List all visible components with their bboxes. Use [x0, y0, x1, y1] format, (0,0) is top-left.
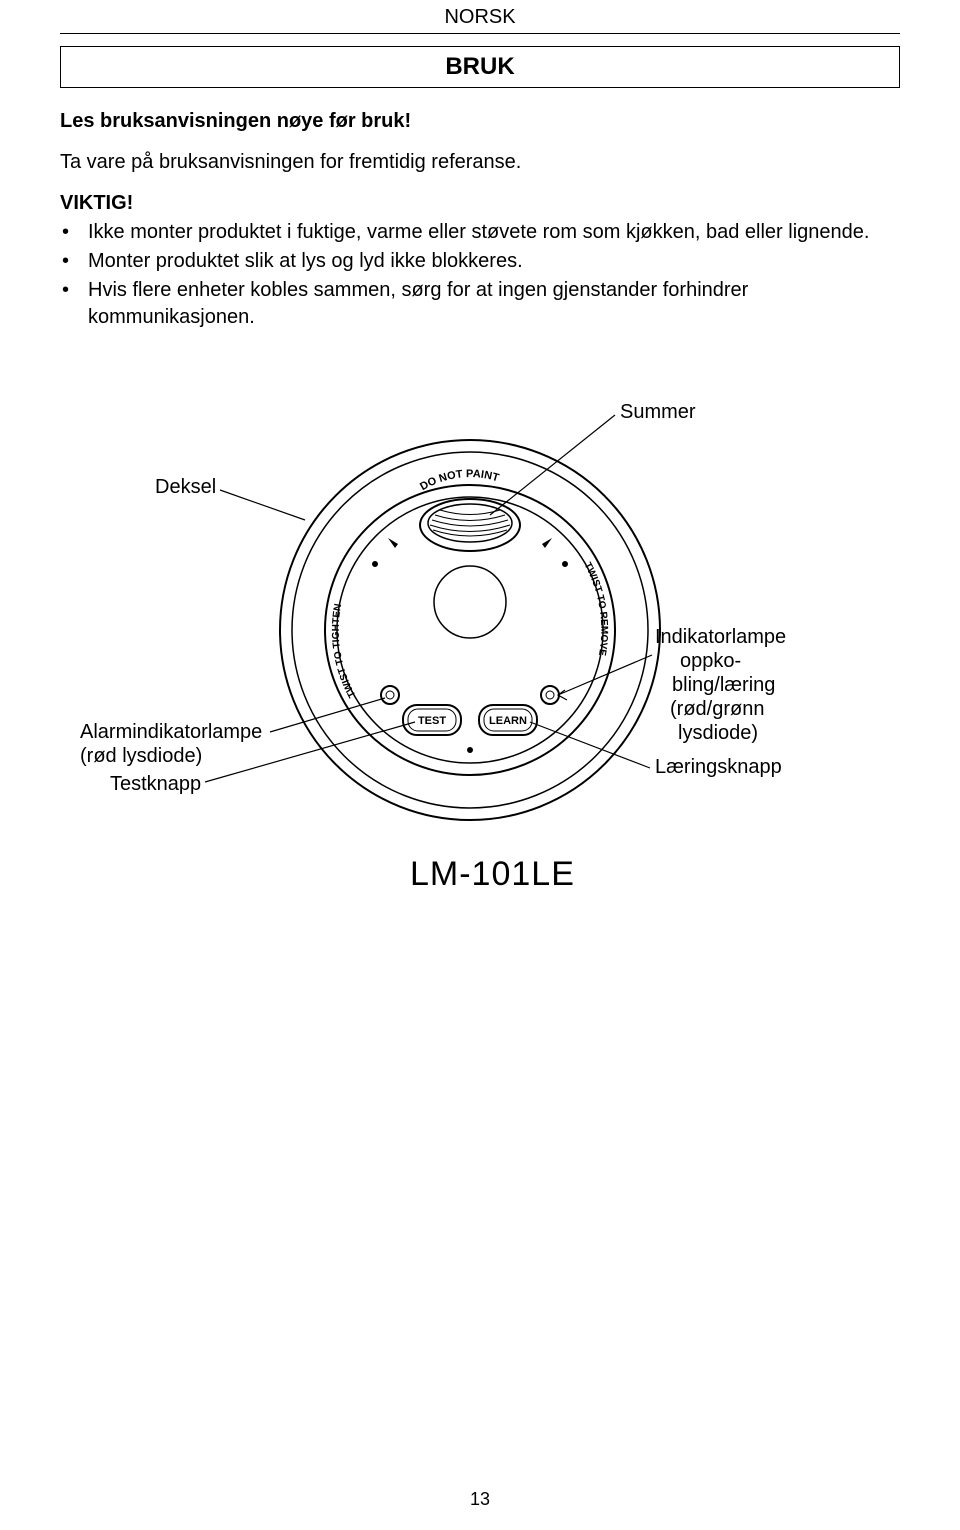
- bullet-icon: •: [60, 277, 88, 331]
- page-number: 13: [0, 1489, 960, 1510]
- bold-instruction: Les bruksanvisningen nøye før bruk!: [60, 108, 900, 135]
- section-title-box: BRUK: [60, 46, 900, 88]
- product-diagram: Summer Deksel Alarmindikatorlampe (rød l…: [60, 400, 900, 920]
- bullet-text: Monter produktet slik at lys og lyd ikke…: [88, 248, 900, 275]
- sub-instruction: Ta vare på bruksanvisningen for fremtidi…: [60, 149, 900, 176]
- list-item: • Monter produktet slik at lys og lyd ik…: [60, 248, 900, 275]
- bullet-text: Ikke monter produktet i fuktige, varme e…: [88, 219, 900, 246]
- header-rule: [60, 33, 900, 34]
- important-heading: VIKTIG!: [60, 190, 900, 217]
- leader-lines: [60, 400, 900, 920]
- bullet-icon: •: [60, 248, 88, 275]
- content-block: Les bruksanvisningen nøye før bruk! Ta v…: [60, 108, 900, 331]
- bullet-list: • Ikke monter produktet i fuktige, varme…: [60, 219, 900, 331]
- bullet-icon: •: [60, 219, 88, 246]
- language-header: NORSK: [0, 0, 960, 29]
- section-title: BRUK: [445, 53, 514, 80]
- list-item: • Ikke monter produktet i fuktige, varme…: [60, 219, 900, 246]
- list-item: • Hvis flere enheter kobles sammen, sørg…: [60, 277, 900, 331]
- bullet-text: Hvis flere enheter kobles sammen, sørg f…: [88, 277, 900, 331]
- model-name: LM-101LE: [410, 855, 575, 894]
